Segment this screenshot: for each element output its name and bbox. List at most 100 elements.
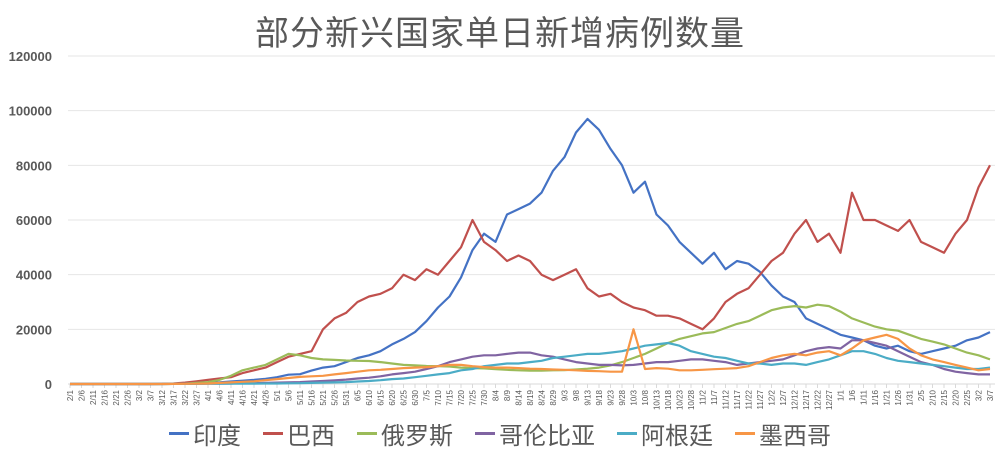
x-tick-label: 1/16 [871, 389, 880, 405]
x-tick-label: 4/26 [262, 389, 271, 405]
x-tick-label: 10/23 [676, 389, 685, 410]
x-tick-label: 12/12 [791, 389, 800, 410]
series-line [70, 328, 991, 386]
x-tick-label: 6/10 [365, 389, 374, 405]
y-tick-label: 60000 [16, 213, 52, 228]
x-tick-label: 4/1 [204, 389, 213, 401]
legend-item: 印度 [169, 416, 241, 451]
x-tick-label: 9/23 [607, 389, 616, 405]
x-tick-label: 5/21 [319, 389, 328, 405]
x-tick-label: 7/10 [434, 389, 443, 405]
series-lines [70, 117, 991, 386]
x-tick-label: 6/15 [377, 389, 386, 405]
x-tick-label: 3/17 [170, 389, 179, 405]
x-tick-label: 8/14 [515, 389, 524, 405]
x-tick-label: 4/6 [216, 389, 225, 401]
x-tick-label: 5/16 [308, 389, 317, 405]
x-tick-label: 9/3 [561, 389, 570, 401]
x-tick-label: 4/11 [227, 389, 236, 405]
chart-title: 部分新兴国家单日新增病例数量 [255, 14, 745, 54]
x-tick-label: 9/18 [595, 389, 604, 405]
x-tick-label: 1/31 [906, 389, 915, 405]
x-tick-label: 5/1 [273, 389, 282, 401]
x-tick-label: 2/1 [66, 389, 75, 401]
x-tick-label: 11/2 [699, 389, 708, 405]
y-tick-label: 80000 [16, 158, 52, 173]
x-tick-label: 1/1 [837, 389, 846, 401]
legend-swatch-icon [357, 432, 377, 435]
x-tick-label: 12/7 [779, 389, 788, 405]
x-tick-label: 6/20 [388, 389, 397, 405]
x-tick-label: 2/10 [929, 389, 938, 405]
x-tick-label: 10/8 [641, 389, 650, 405]
x-tick-label: 3/27 [193, 389, 202, 405]
x-tick-label: 7/15 [446, 389, 455, 405]
x-tick-label: 2/26 [124, 389, 133, 405]
x-tick-label: 2/5 [917, 389, 926, 401]
x-tick-label: 5/26 [331, 389, 340, 405]
x-tick-label: 5/11 [296, 389, 305, 405]
x-tick-label: 3/12 [158, 389, 167, 405]
legend-item: 巴西 [263, 416, 335, 451]
x-tick-label: 12/2 [768, 389, 777, 405]
legend-label: 印度 [193, 422, 241, 450]
x-tick-label: 7/25 [469, 389, 478, 405]
x-tick-label: 8/19 [526, 389, 535, 405]
x-tick-label: 2/11 [89, 389, 98, 405]
legend-swatch-icon [617, 432, 637, 435]
legend-label: 墨西哥 [759, 422, 831, 450]
x-tick-label: 12/17 [802, 389, 811, 410]
x-tick-label: 2/16 [101, 389, 110, 405]
x-tick-label: 4/16 [239, 389, 248, 405]
x-tick-label: 11/12 [722, 389, 731, 409]
y-axis: 0 20000 40000 60000 80000 100000 120000 [9, 49, 52, 392]
x-tick-label: 11/7 [710, 389, 719, 405]
x-tick-label: 8/24 [538, 389, 547, 405]
y-tick-label: 20000 [16, 322, 52, 337]
x-tick-label: 8/4 [492, 389, 501, 401]
legend-label: 巴西 [287, 422, 335, 450]
x-tick-label: 6/5 [354, 389, 363, 401]
x-tick-label: 4/21 [250, 389, 259, 405]
x-tick-label: 11/17 [733, 389, 742, 409]
chart-legend: 印度 巴西 俄罗斯 哥伦比亚 阿根廷 墨西哥 [0, 416, 1000, 451]
x-tick-label: 3/2 [135, 389, 144, 401]
x-tick-label: 9/13 [584, 389, 593, 405]
gridlines [68, 55, 995, 385]
x-tick-label: 10/18 [664, 389, 673, 410]
x-tick-label: 6/30 [411, 389, 420, 405]
x-tick-label: 1/6 [848, 389, 857, 401]
x-tick-label: 7/30 [480, 389, 489, 405]
y-tick-label: 120000 [9, 49, 52, 64]
x-tick-label: 10/13 [653, 389, 662, 410]
x-tick-label: 2/25 [963, 389, 972, 405]
x-tick-label: 3/7 [986, 389, 995, 401]
x-tick-label: 9/28 [618, 389, 627, 405]
legend-item: 哥伦比亚 [475, 416, 595, 451]
x-tick-label: 10/28 [687, 389, 696, 410]
x-tick-label: 8/9 [503, 389, 512, 401]
x-tick-label: 3/2 [975, 389, 984, 401]
x-tick-label: 1/26 [894, 389, 903, 405]
x-tick-label: 2/6 [78, 389, 87, 401]
legend-label: 阿根廷 [641, 422, 713, 450]
legend-swatch-icon [169, 432, 189, 435]
x-tick-label: 3/22 [181, 389, 190, 405]
legend-swatch-icon [735, 432, 755, 435]
legend-item: 墨西哥 [735, 416, 831, 451]
x-tick-label: 3/7 [147, 389, 156, 401]
x-tick-label: 9/8 [572, 389, 581, 401]
legend-label: 哥伦比亚 [499, 422, 595, 450]
x-tick-label: 7/5 [423, 389, 432, 401]
x-tick-label: 6/25 [400, 389, 409, 405]
legend-swatch-icon [475, 432, 495, 435]
series-line [70, 303, 991, 386]
x-tick-label: 5/31 [342, 389, 351, 405]
x-tick-label: 10/3 [630, 389, 639, 405]
legend-swatch-icon [263, 432, 283, 435]
x-axis: 2/1 2/6 2/11 2/16 2/21 2/26 3/2 3/7 3/12 3/17 3/22… [66, 384, 995, 410]
series-line [70, 117, 991, 386]
x-tick-label: 11/22 [745, 389, 754, 409]
x-tick-label: 8/29 [549, 389, 558, 405]
